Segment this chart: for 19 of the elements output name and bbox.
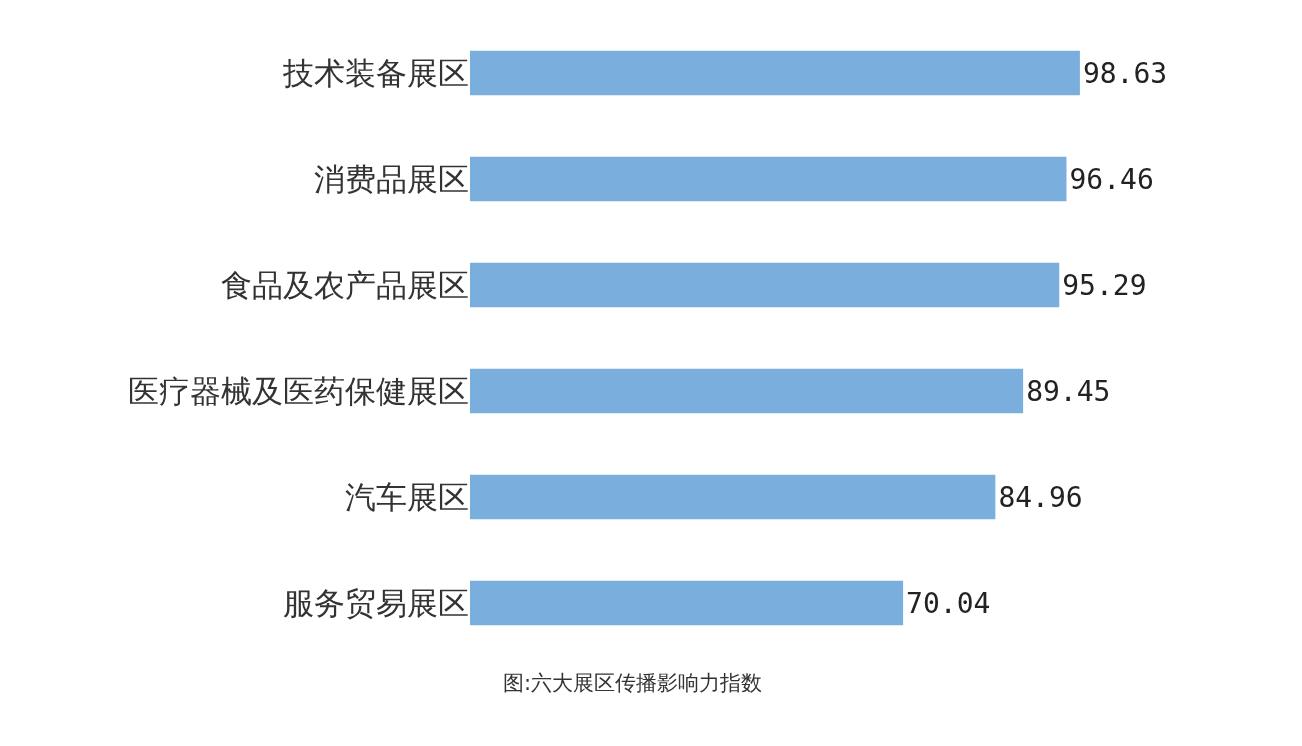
text: 图:六大展区传播影响力指数 <box>503 671 763 695</box>
bar <box>470 50 1080 96</box>
data-label: 84.96 <box>998 480 1083 514</box>
y-tick-label: 技术装备展区 <box>282 54 469 91</box>
y-tick-label: 服务贸易展区 <box>283 584 469 621</box>
y-tick-label: 医疗器械及医药保健展区 <box>128 372 469 409</box>
bar <box>470 368 1024 414</box>
y-tick-label: 汽车展区 <box>345 478 469 515</box>
y-tick-label: 食品及农产品展区 <box>221 266 469 303</box>
data-label: 96.46 <box>1069 162 1154 196</box>
data-label: 98.63 <box>1082 56 1168 90</box>
data-label: 95.29 <box>1062 268 1147 302</box>
bar <box>470 474 996 520</box>
y-tick-label: 消费品展区 <box>314 160 469 197</box>
data-label: 89.45 <box>1026 374 1111 408</box>
bar <box>470 580 904 626</box>
data-label: 70.04 <box>906 586 991 620</box>
bar <box>470 262 1060 308</box>
bar <box>470 156 1067 202</box>
